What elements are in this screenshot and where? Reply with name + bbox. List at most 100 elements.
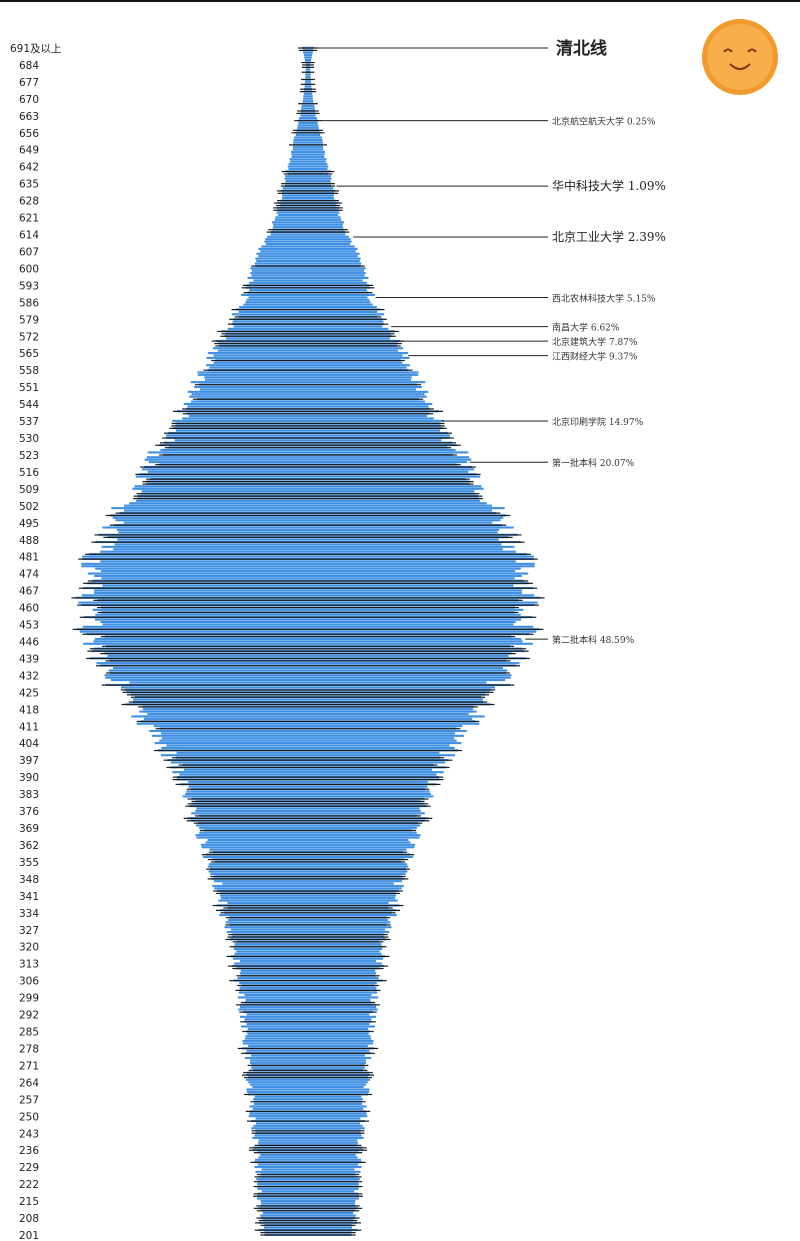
bar-edge-score-352: [206, 868, 410, 870]
bar-edge-score-336: [223, 907, 393, 909]
bar-edge-score-684: [302, 64, 314, 66]
bar-edge-score-490: [94, 534, 522, 536]
y-tick-label: 390: [19, 772, 39, 784]
bar-score-508: [141, 490, 475, 493]
bar-score-671: [303, 95, 313, 98]
bar-score-607: [260, 250, 356, 253]
bar-edge-score-213: [256, 1205, 360, 1207]
bar-edge-score-285: [242, 1030, 374, 1033]
bar-score-476: [95, 567, 521, 570]
y-tick-label: 292: [19, 1010, 39, 1022]
bar-score-687: [304, 56, 312, 59]
bar-score-283: [245, 1035, 371, 1038]
bar-edge-score-681: [301, 71, 315, 73]
bar-score-251: [249, 1112, 367, 1115]
bar-score-402: [161, 746, 455, 749]
bar-score-520: [148, 461, 468, 464]
y-tick-label: 320: [19, 942, 39, 954]
bar-score-478: [81, 562, 535, 565]
bar-score-497: [112, 516, 504, 519]
bar-score-229: [254, 1165, 362, 1169]
bar-edge-score-471: [87, 580, 529, 582]
bar-score-275: [251, 1054, 365, 1057]
bar-edge-score-269: [248, 1069, 368, 1071]
bar-edge-score-640: [281, 170, 335, 173]
bar-score-613: [267, 235, 349, 238]
bar-score-587: [246, 298, 370, 301]
bar-edge-score-371: [193, 822, 423, 824]
bar-score-659: [297, 124, 319, 127]
bar-score-241: [252, 1136, 364, 1140]
bar-edge-score-381: [187, 798, 429, 800]
bar-edge-score-494: [109, 524, 507, 526]
bar-score-427: [120, 686, 496, 689]
bar-score-300: [244, 993, 372, 997]
bar-edge-score-373: [183, 817, 433, 819]
bar-score-274: [244, 1056, 372, 1060]
bar-score-328: [224, 926, 392, 929]
bar-score-333: [219, 914, 397, 917]
bar-edge-score-311: [232, 967, 384, 970]
bar-score-392: [172, 771, 444, 774]
bar-score-305: [239, 981, 377, 984]
bar-score-331: [228, 918, 388, 921]
bar-score-249: [255, 1117, 361, 1120]
bar-edge-score-206: [255, 1222, 361, 1224]
bar-edge-score-685: [301, 61, 315, 64]
bar-edge-score-634: [280, 185, 336, 187]
bar-score-222: [257, 1182, 359, 1186]
bar-score-307: [237, 977, 379, 980]
bar-edge-score-470: [83, 582, 533, 584]
bar-score-431: [105, 676, 511, 679]
bar-score-653: [293, 138, 323, 141]
bar-edge-score-615: [266, 231, 350, 233]
y-tick-label: 670: [19, 94, 39, 106]
bar-edge-score-322: [232, 941, 384, 943]
bar-score-270: [251, 1066, 365, 1069]
bar-edge-score-569: [214, 342, 402, 345]
bar-edge-score-534: [169, 427, 447, 429]
y-tick-label: 642: [19, 162, 39, 174]
bar-edge-score-460: [96, 606, 520, 609]
y-tick-label: 474: [19, 569, 39, 581]
annotation-label: 江西财经大学 9.37%: [552, 351, 638, 363]
annotation-label: 第一批本科 20.07%: [552, 457, 635, 469]
bar-score-670: [303, 97, 313, 100]
bar-edge-score-592: [241, 287, 375, 289]
bar-score-488: [117, 538, 499, 541]
y-tick-label: 313: [19, 959, 39, 971]
bar-edge-score-302: [235, 989, 381, 991]
bar-edge-score-221: [253, 1185, 363, 1188]
bar-edge-score-426: [120, 689, 496, 691]
bar-score-330: [225, 921, 391, 924]
bar-score-636: [285, 180, 331, 183]
bar-edge-score-358: [201, 854, 415, 856]
bar-edge-score-304: [237, 984, 379, 987]
bar-score-347: [213, 880, 403, 883]
bar-edge-score-276: [241, 1052, 375, 1054]
bar-edge-score-385: [186, 788, 430, 790]
bar-score-317: [234, 952, 382, 955]
bar-score-610: [265, 243, 351, 246]
bar-score-386: [188, 785, 428, 788]
bar-edge-score-574: [217, 330, 399, 333]
bar-score-345: [212, 884, 404, 888]
y-tick-label: 607: [19, 246, 39, 258]
bar-score-567: [212, 347, 404, 350]
bar-edge-score-439: [86, 657, 530, 660]
bar-edge-score-499: [115, 512, 501, 514]
bar-score-682: [305, 68, 311, 71]
bar-edge-score-628: [277, 200, 339, 202]
bar-score-491: [118, 531, 498, 534]
bar-edge-score-683: [301, 66, 315, 68]
bar-edge-score-468: [78, 587, 538, 589]
bar-edge-score-624: [273, 209, 343, 211]
bar-score-369: [199, 826, 417, 829]
bar-edge-score-231: [250, 1161, 366, 1163]
bar-score-550: [200, 388, 416, 391]
y-tick-label: 460: [19, 603, 39, 615]
y-tick-label: 425: [19, 687, 39, 699]
bar-edge-score-316: [226, 955, 390, 958]
bar-edge-score-343: [213, 890, 403, 892]
bar-edge-score-293: [239, 1011, 377, 1013]
